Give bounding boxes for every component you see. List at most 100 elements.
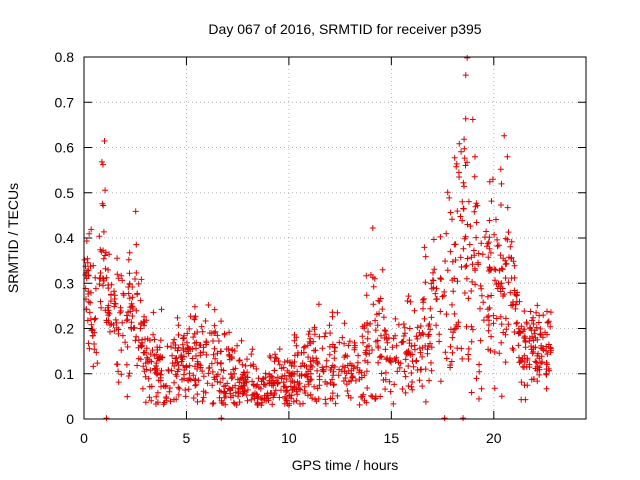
data-point	[523, 319, 530, 326]
data-point	[316, 333, 323, 340]
data-point	[537, 331, 544, 337]
data-point	[454, 208, 461, 215]
data-point	[461, 155, 468, 162]
data-point	[330, 368, 337, 375]
data-point	[138, 276, 145, 283]
data-point	[360, 339, 366, 346]
data-point	[178, 358, 185, 365]
data-point	[486, 178, 493, 185]
data-point	[495, 242, 502, 249]
data-point	[271, 392, 278, 398]
data-point	[409, 386, 416, 393]
data-point	[236, 379, 243, 386]
data-point	[186, 325, 193, 332]
data-point	[461, 145, 468, 152]
data-point	[154, 399, 161, 406]
data-point	[471, 173, 478, 180]
data-point	[504, 204, 511, 211]
data-point	[239, 391, 246, 397]
data-point	[511, 262, 518, 269]
data-point	[243, 392, 250, 399]
data-point	[218, 415, 225, 422]
data-point	[469, 116, 476, 123]
data-point	[485, 254, 492, 261]
data-point	[175, 322, 182, 329]
data-point	[214, 371, 221, 378]
data-point	[533, 359, 540, 366]
data-point	[227, 394, 234, 401]
data-point	[346, 338, 353, 345]
data-point	[501, 132, 508, 139]
data-point	[94, 360, 101, 367]
data-point	[266, 380, 273, 387]
data-point	[218, 318, 225, 325]
data-point	[478, 240, 485, 247]
data-point	[125, 373, 132, 379]
data-point	[289, 370, 296, 377]
data-point	[101, 138, 108, 144]
data-point	[305, 354, 312, 361]
data-point	[530, 314, 537, 321]
data-point	[194, 358, 201, 365]
y-tick-label: 0.7	[55, 94, 75, 110]
data-point	[389, 344, 396, 351]
data-point	[406, 337, 413, 344]
data-point	[269, 401, 276, 408]
data-point	[275, 358, 282, 364]
data-point	[439, 293, 446, 300]
data-point	[174, 314, 181, 321]
data-point	[382, 376, 389, 383]
data-point	[85, 298, 92, 305]
data-point	[264, 392, 271, 398]
data-point	[276, 394, 283, 401]
data-point	[153, 360, 160, 367]
data-point	[105, 317, 112, 324]
data-point	[329, 313, 336, 320]
data-point	[234, 342, 241, 349]
data-point	[411, 346, 418, 353]
data-point	[316, 382, 323, 389]
data-point	[300, 349, 307, 356]
data-point	[373, 338, 379, 345]
data-point	[418, 366, 425, 373]
data-point	[497, 166, 504, 173]
data-point	[360, 391, 367, 398]
data-point	[274, 380, 281, 386]
data-point	[146, 383, 153, 390]
data-point	[493, 216, 499, 223]
data-point	[516, 354, 522, 361]
data-point	[392, 332, 399, 339]
data-point	[438, 276, 445, 283]
data-point	[132, 208, 139, 215]
data-point	[494, 243, 501, 250]
data-point	[128, 303, 135, 310]
data-point	[92, 285, 99, 292]
data-point	[220, 367, 227, 374]
y-axis-label: SRMTID / TECUs	[5, 183, 21, 293]
data-point	[476, 395, 482, 402]
data-point	[194, 329, 201, 335]
data-point	[428, 344, 435, 351]
data-point	[255, 375, 262, 382]
data-point	[395, 359, 402, 366]
data-point	[291, 363, 298, 370]
data-point	[185, 345, 192, 352]
data-point	[182, 387, 189, 393]
grid-lines	[84, 57, 586, 419]
data-point	[199, 328, 206, 335]
data-point	[543, 359, 550, 366]
data-point	[133, 269, 140, 276]
data-point	[327, 330, 334, 337]
data-point	[91, 341, 98, 347]
data-point	[329, 362, 336, 369]
y-tick-label: 0.8	[55, 49, 75, 65]
data-point	[91, 316, 98, 323]
data-point	[478, 385, 485, 392]
data-point	[218, 360, 225, 366]
data-point	[271, 367, 278, 374]
data-point	[422, 279, 429, 286]
data-point	[150, 331, 157, 338]
data-point	[230, 399, 237, 406]
data-point	[433, 322, 440, 329]
data-point	[229, 374, 236, 381]
